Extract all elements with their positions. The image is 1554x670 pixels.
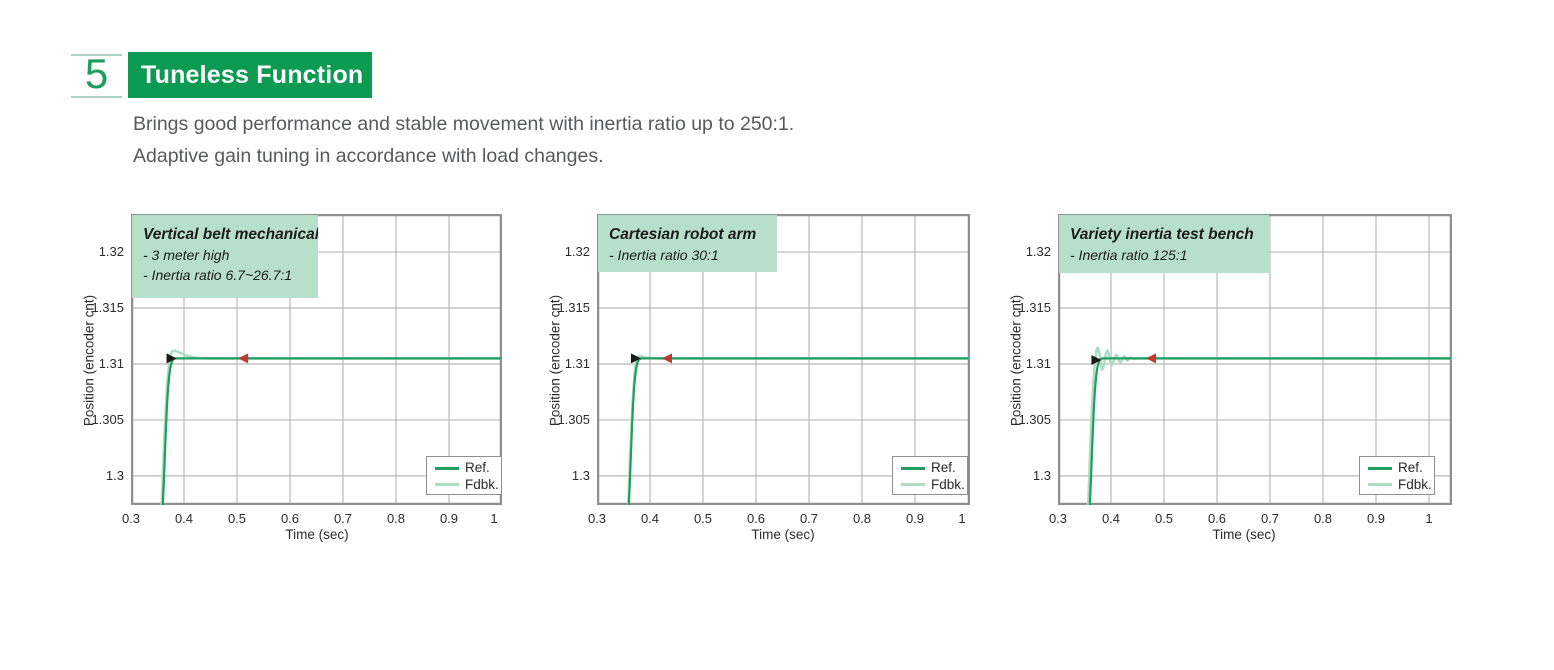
legend-label: Ref. xyxy=(1398,460,1423,476)
x-tick-label: 0.3 xyxy=(1048,511,1068,526)
section-number-overline xyxy=(71,54,122,56)
chart-legend: Ref. Fdbk. xyxy=(1359,456,1435,495)
legend-entry: Ref. xyxy=(901,460,961,477)
red-cursor-marker xyxy=(661,353,672,364)
x-axis-title: Time (sec) xyxy=(285,527,349,542)
legend-line-swatch xyxy=(1368,466,1392,470)
x-tick-label: 0.8 xyxy=(852,511,872,526)
chart-legend: Ref. Fdbk. xyxy=(426,456,502,495)
x-tick-label: 0.5 xyxy=(693,511,713,526)
legend-entry: Fdbk. xyxy=(1368,477,1432,494)
section-number-underline xyxy=(71,96,122,98)
black-cursor-marker xyxy=(166,353,177,364)
legend-line-swatch xyxy=(435,483,459,487)
section-description: Brings good performance and stable movem… xyxy=(133,109,794,172)
x-tick-label: 0.7 xyxy=(333,511,353,526)
red-cursor-marker xyxy=(238,353,249,364)
description-line-2: Adaptive gain tuning in accordance with … xyxy=(133,144,604,167)
x-tick-label: 0.8 xyxy=(386,511,406,526)
section-title: Tuneless Function xyxy=(141,61,364,89)
y-tick-label: 1.32 xyxy=(1025,244,1051,260)
chart-annotation-line: - Inertia ratio 30:1 xyxy=(609,247,719,263)
x-tick-label: 0.3 xyxy=(121,511,141,526)
y-tick-label: 1.305 xyxy=(91,411,124,427)
x-axis-title: Time (sec) xyxy=(1212,527,1276,542)
plot-border xyxy=(597,214,970,505)
x-tick-label: 0.6 xyxy=(280,511,300,526)
section-title-bar: Tuneless Function xyxy=(128,52,372,98)
chart-annotation-line: - Inertia ratio 6.7~26.7:1 xyxy=(143,266,293,283)
ref-line xyxy=(627,357,970,505)
x-tick-label: 1 xyxy=(958,511,966,526)
chart-annotation-box: Cartesian robot arm - Inertia ratio 30:1 xyxy=(598,215,777,272)
legend-line-swatch xyxy=(435,466,459,470)
section-number: 5 xyxy=(84,50,109,97)
y-axis-title: Position (encoder cnt) xyxy=(547,294,563,427)
legend-line-swatch xyxy=(901,483,925,487)
y-tick-label: 1.305 xyxy=(1018,411,1051,427)
chart-title: Variety inertia test bench xyxy=(1070,226,1254,243)
chart-annotation-box: Variety inertia test bench - Inertia rati… xyxy=(1059,215,1269,273)
legend-entry: Fdbk. xyxy=(435,477,499,494)
legend-label: Fdbk. xyxy=(1398,476,1432,492)
x-tick-label: 0.6 xyxy=(1207,511,1227,526)
x-tick-label: 0.9 xyxy=(905,511,925,526)
x-tick-label: 0.5 xyxy=(227,511,247,526)
x-tick-label: 1 xyxy=(1425,511,1433,526)
chart-title: Cartesian robot arm xyxy=(609,226,757,243)
legend-entry: Fdbk. xyxy=(901,477,965,494)
x-tick-label: 0.7 xyxy=(799,511,819,526)
y-tick-label: 1.32 xyxy=(98,244,124,260)
x-tick-label: 0.4 xyxy=(640,511,660,526)
y-tick-label: 1.31 xyxy=(564,355,590,371)
y-axis-title: Position (encoder cnt) xyxy=(81,294,97,427)
legend-entry: Ref. xyxy=(1368,460,1428,477)
y-tick-label: 1.3 xyxy=(1032,467,1051,483)
ref-line xyxy=(1088,357,1452,505)
legend-label: Ref. xyxy=(465,460,490,476)
legend-line-swatch xyxy=(901,466,925,470)
legend-label: Ref. xyxy=(931,460,956,476)
y-tick-label: 1.315 xyxy=(91,300,124,315)
x-tick-label: 0.7 xyxy=(1260,511,1280,526)
legend-line-swatch xyxy=(1368,483,1392,487)
description-line-1: Brings good performance and stable movem… xyxy=(133,113,795,135)
x-tick-label: 0.8 xyxy=(1313,511,1333,526)
x-axis-title: Time (sec) xyxy=(751,527,815,542)
x-tick-label: 0.4 xyxy=(1101,511,1121,526)
black-cursor-marker xyxy=(630,353,641,364)
y-tick-label: 1.32 xyxy=(564,244,590,260)
chart-annotation-line: - 3 meter high xyxy=(143,247,230,263)
black-cursor-marker xyxy=(1091,355,1102,366)
x-tick-label: 0.5 xyxy=(1154,511,1174,526)
chart-title: Vertical belt mechanical xyxy=(143,226,318,243)
fdbk-line xyxy=(160,349,502,505)
y-tick-label: 1.3 xyxy=(105,467,124,483)
x-tick-label: 0.9 xyxy=(439,511,459,526)
x-tick-label: 0.3 xyxy=(587,511,607,526)
x-tick-label: 0.9 xyxy=(1366,511,1386,526)
x-tick-label: 0.4 xyxy=(174,511,194,526)
legend-entry: Ref. xyxy=(435,460,495,477)
y-tick-label: 1.315 xyxy=(1018,300,1051,315)
y-tick-label: 1.31 xyxy=(1025,355,1051,371)
y-axis-title: Position (encoder cnt) xyxy=(1008,294,1024,427)
chart-annotation-line: - Inertia ratio 125:1 xyxy=(1070,247,1188,263)
chart-legend: Ref. Fdbk. xyxy=(892,456,968,495)
y-tick-label: 1.31 xyxy=(98,355,124,371)
y-tick-label: 1.3 xyxy=(571,467,590,483)
y-tick-label: 1.305 xyxy=(557,411,590,427)
x-tick-label: 0.6 xyxy=(746,511,766,526)
y-tick-label: 1.315 xyxy=(557,300,590,315)
legend-label: Fdbk. xyxy=(465,476,499,492)
x-tick-label: 1 xyxy=(490,511,498,526)
red-cursor-marker xyxy=(1146,353,1157,364)
chart-annotation-box: Vertical belt mechanical - 3 meter high - … xyxy=(132,215,318,298)
legend-label: Fdbk. xyxy=(931,476,965,492)
